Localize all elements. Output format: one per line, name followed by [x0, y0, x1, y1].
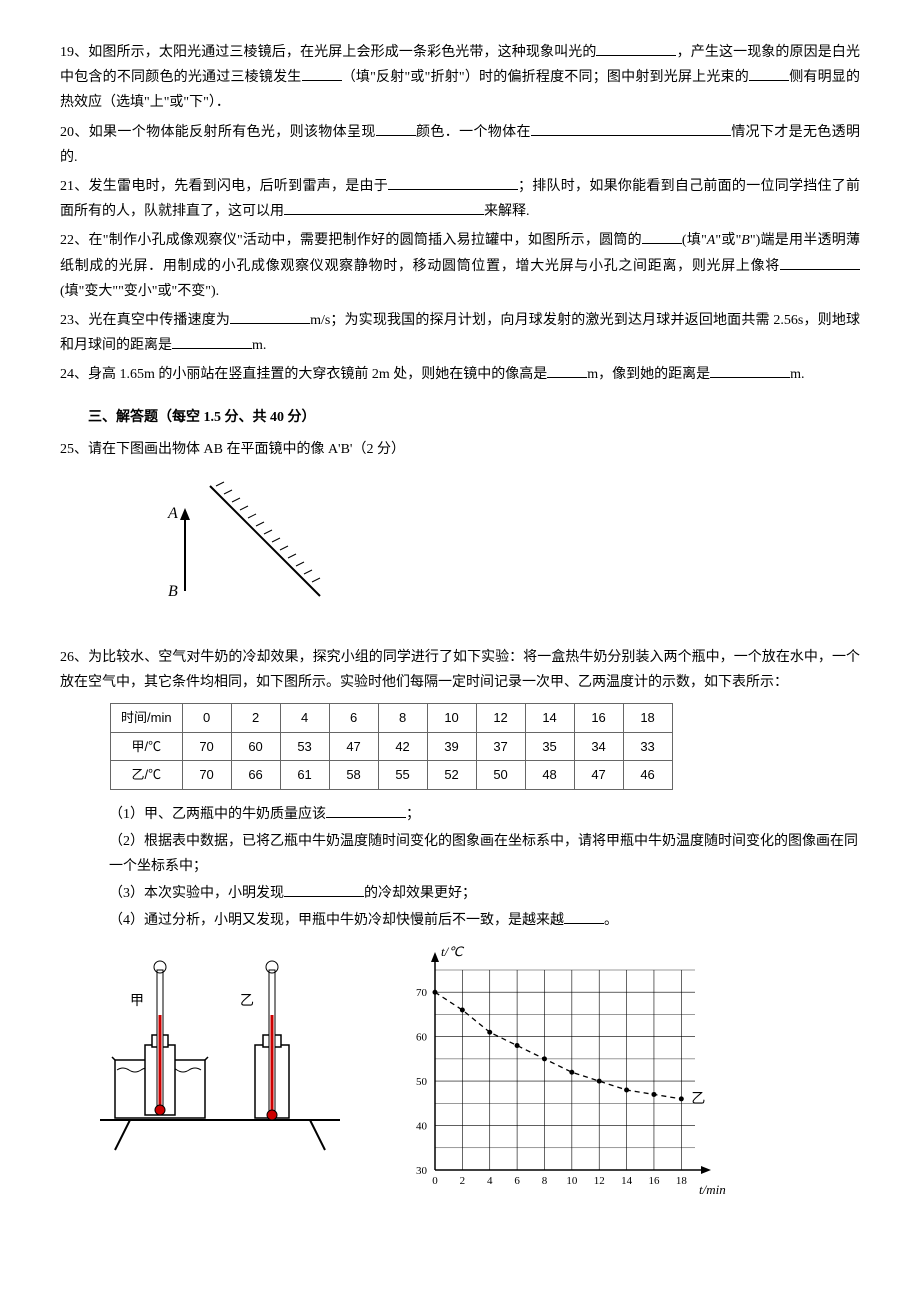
- q26-blank-1[interactable]: [326, 803, 406, 818]
- apparatus-figure: 甲 乙: [90, 945, 350, 1155]
- svg-text:t/min: t/min: [699, 1182, 726, 1197]
- section-3-title: 三、解答题（每空 1.5 分、共 40 分）: [60, 405, 860, 430]
- q22-blank-1[interactable]: [642, 229, 682, 244]
- q22-text-e: (填"变大""变小"或"不变").: [60, 284, 219, 299]
- question-20: 20、如果一个物体能反射所有色光，则该物体呈现颜色．一个物体在情况下才是无色透明…: [60, 120, 860, 170]
- svg-text:乙: 乙: [691, 1091, 705, 1107]
- q20-text-b: 颜色．一个物体在: [416, 125, 531, 140]
- q26-sub3: （3）本次实验中，小明发现的冷却效果更好；: [60, 881, 860, 906]
- q26-sub1: （1）甲、乙两瓶中的牛奶质量应该；: [60, 802, 860, 827]
- cooling-data-table: 时间/min 0 2 4 6 8 10 12 14 16 18 甲/℃ 70 6…: [110, 703, 673, 789]
- q20-text-a: 如果一个物体能反射所有色光，则该物体呈现: [89, 125, 376, 140]
- q24-blank-1[interactable]: [547, 363, 587, 378]
- question-24: 24、身高 1.65m 的小丽站在竖直挂置的大穿衣镜前 2m 处，则她在镜中的像…: [60, 362, 860, 387]
- svg-text:6: 6: [514, 1175, 520, 1187]
- q21-blank-1[interactable]: [388, 175, 518, 190]
- q19-text-a: 如图所示，太阳光通过三棱镜后，在光屏上会形成一条彩色光带，这种现象叫光的: [88, 45, 596, 60]
- q22-italic-b: B: [741, 233, 750, 248]
- question-25: 25、请在下图画出物体 AB 在平面镜中的像 A'B'（2 分）: [60, 437, 860, 462]
- q22-text-b: (填": [682, 233, 707, 248]
- q24-num: 24、: [60, 367, 88, 382]
- q24-blank-2[interactable]: [710, 363, 790, 378]
- q23-num: 23、: [60, 313, 88, 328]
- svg-text:50: 50: [416, 1077, 428, 1089]
- q19-blank-3[interactable]: [749, 66, 789, 81]
- q26-sub4: （4）通过分析，小明又发现，甲瓶中牛奶冷却快慢前后不一致，是越来越。: [60, 908, 860, 933]
- q25-num: 25、: [60, 442, 88, 457]
- q24-text-a: 身高 1.65m 的小丽站在竖直挂置的大穿衣镜前 2m 处，则她在镜中的像高是: [88, 367, 547, 382]
- q21-text-c: 来解释.: [484, 204, 530, 219]
- q23-blank-1[interactable]: [230, 309, 310, 324]
- q22-text-a: 在"制作小孔成像观察仪"活动中，需要把制作好的圆筒插入易拉罐中，如图所示，圆筒的: [89, 233, 642, 248]
- apparatus-label-jia: 甲: [130, 994, 144, 1009]
- q20-blank-1[interactable]: [376, 121, 416, 136]
- th-time: 时间/min: [111, 704, 183, 732]
- mirror-diagram: A B: [150, 476, 350, 616]
- table-header-row: 时间/min 0 2 4 6 8 10 12 14 16 18: [111, 704, 673, 732]
- q26-blank-4[interactable]: [564, 909, 604, 924]
- q26-intro: 为比较水、空气对牛奶的冷却效果，探究小组的同学进行了如下实验：将一盒热牛奶分别装…: [60, 650, 860, 690]
- q22-num: 22、: [60, 233, 89, 248]
- q26-blank-3[interactable]: [284, 882, 364, 897]
- q23-text-c: m.: [252, 338, 266, 353]
- question-21: 21、发生雷电时，先看到闪电，后听到雷声，是由于；排队时，如果你能看到自己前面的…: [60, 174, 860, 224]
- q21-blank-2[interactable]: [284, 200, 484, 215]
- q23-blank-2[interactable]: [172, 334, 252, 349]
- svg-text:4: 4: [487, 1175, 493, 1187]
- svg-text:40: 40: [416, 1121, 428, 1133]
- table-row-yi: 乙/℃ 70 66 61 58 55 52 50 48 47 46: [111, 761, 673, 789]
- svg-text:30: 30: [416, 1165, 428, 1177]
- q20-blank-2[interactable]: [531, 121, 731, 136]
- label-b: B: [168, 583, 178, 600]
- q26-num: 26、: [60, 650, 88, 665]
- svg-text:0: 0: [432, 1175, 438, 1187]
- svg-text:2: 2: [460, 1175, 466, 1187]
- question-23: 23、光在真空中传播速度为m/s；为实现我国的探月计划，向月球发射的激光到达月球…: [60, 308, 860, 358]
- q23-text-a: 光在真空中传播速度为: [88, 313, 230, 328]
- label-a: A: [167, 505, 178, 522]
- q21-text-a: 发生雷电时，先看到闪电，后听到雷声，是由于: [89, 179, 388, 194]
- q24-text-c: m.: [790, 367, 804, 382]
- apparatus-label-yi: 乙: [240, 993, 254, 1009]
- q25-text: 请在下图画出物体 AB 在平面镜中的像 A'B'（2 分）: [88, 442, 405, 457]
- question-19: 19、如图所示，太阳光通过三棱镜后，在光屏上会形成一条彩色光带，这种现象叫光的，…: [60, 40, 860, 116]
- svg-text:8: 8: [542, 1175, 548, 1187]
- q22-text-c: "或": [715, 233, 741, 248]
- question-26: 26、为比较水、空气对牛奶的冷却效果，探究小组的同学进行了如下实验：将一盒热牛奶…: [60, 645, 860, 695]
- svg-text:16: 16: [648, 1175, 660, 1187]
- q19-blank-1[interactable]: [596, 41, 676, 56]
- q21-num: 21、: [60, 179, 89, 194]
- q19-num: 19、: [60, 45, 88, 60]
- svg-text:12: 12: [594, 1175, 605, 1187]
- q24-text-b: m，像到她的距离是: [587, 367, 710, 382]
- q22-blank-2[interactable]: [780, 255, 860, 270]
- svg-text:10: 10: [566, 1175, 578, 1187]
- table-row-jia: 甲/℃ 70 60 53 47 42 39 37 35 34 33: [111, 732, 673, 760]
- svg-text:14: 14: [621, 1175, 633, 1187]
- q19-text-c: （填"反射"或"折射"）时的偏折程度不同；图中射到光屏上光束的: [342, 70, 749, 85]
- svg-text:t/℃: t/℃: [441, 945, 464, 959]
- cooling-chart: 0 2 4 6 8 10 12 14 16 18 30 40 50 60 70 t/℃ t/min 乙: [390, 945, 730, 1205]
- svg-text:60: 60: [416, 1032, 428, 1044]
- svg-text:18: 18: [676, 1175, 688, 1187]
- q26-sub2: （2）根据表中数据，已将乙瓶中牛奶温度随时间变化的图象画在坐标系中，请将甲瓶中牛…: [60, 829, 860, 879]
- q19-blank-2[interactable]: [302, 66, 342, 81]
- question-22: 22、在"制作小孔成像观察仪"活动中，需要把制作好的圆筒插入易拉罐中，如图所示，…: [60, 228, 860, 304]
- q20-num: 20、: [60, 125, 89, 140]
- svg-text:70: 70: [416, 988, 428, 1000]
